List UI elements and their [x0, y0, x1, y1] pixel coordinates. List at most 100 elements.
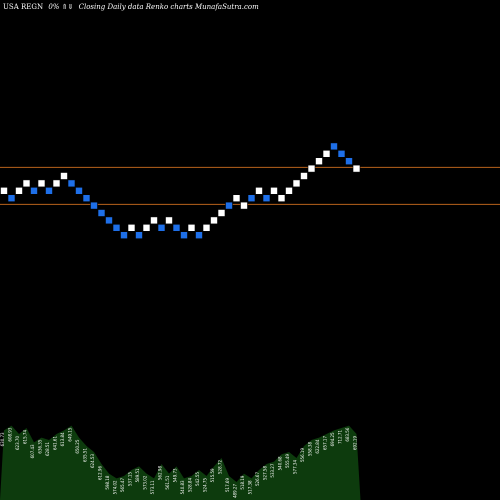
- renko-brick: [7, 194, 16, 202]
- volume-label: 613.84: [60, 432, 65, 446]
- volume-label: 636.35: [38, 439, 43, 453]
- volume-label: 527.58: [263, 466, 268, 480]
- volume-label: 533.27: [270, 463, 275, 477]
- renko-brick: [37, 179, 46, 188]
- renko-brick: [240, 201, 248, 210]
- volume-label: 573.11: [150, 480, 155, 494]
- volume-label: 573.02: [143, 475, 148, 489]
- volume-label: 612.96: [98, 466, 103, 480]
- chart-title: USA REGN 0% ⇑⇓ Closing Daily data Renko …: [3, 3, 259, 11]
- volume-label: 630.73: [0, 432, 5, 446]
- volume-label: 598.18: [105, 475, 110, 489]
- volume-label: 574.02: [113, 480, 118, 494]
- volume-label: 635.51: [83, 448, 88, 462]
- volume-label: 561.51: [165, 475, 170, 489]
- volume-label: 524.75: [203, 478, 208, 492]
- renko-brick: [217, 209, 226, 217]
- renko-brick: [345, 157, 353, 165]
- renko-brick: [202, 224, 211, 232]
- volume-label: 542.55: [195, 472, 200, 486]
- renko-brick: [30, 187, 38, 195]
- volume-label: 517.69: [225, 478, 230, 492]
- renko-brick: [232, 194, 241, 202]
- renko-brick: [157, 224, 166, 232]
- renko-brick: [90, 201, 98, 210]
- renko-brick: [277, 194, 286, 202]
- renko-brick: [292, 179, 301, 188]
- renko-brick: [225, 201, 233, 210]
- renko-brick: [247, 194, 256, 202]
- volume-label: 577.34: [293, 460, 298, 474]
- volume-label: 518.19: [240, 475, 245, 489]
- volume-label: 515.59: [210, 468, 215, 482]
- volume-label: 558.38: [308, 442, 313, 456]
- volume-label: 650.25: [75, 439, 80, 453]
- volume-label: 622.84: [315, 439, 320, 453]
- renko-brick: [172, 224, 181, 232]
- volume-label: 540.68: [278, 456, 283, 470]
- volume-area: [0, 425, 361, 500]
- volume-label: 528.84: [188, 478, 193, 492]
- renko-brick: [0, 187, 8, 195]
- renko-brick: [165, 216, 173, 225]
- volume-label: 649.15: [68, 427, 73, 441]
- renko-brick: [307, 164, 316, 173]
- caption-label: Closing Daily data Renko charts MunafaSu…: [79, 3, 259, 11]
- renko-brick: [315, 157, 323, 165]
- volume-label: 540.83: [180, 480, 185, 494]
- renko-brick: [67, 179, 76, 188]
- renko-brick: [120, 231, 128, 239]
- volume-label: 628.51: [45, 442, 50, 456]
- renko-bricks: [0, 142, 361, 239]
- volume-label: 607.43: [30, 444, 35, 458]
- volume-label: 694.25: [330, 432, 335, 446]
- renko-brick: [285, 187, 293, 195]
- volume-label: 489.27: [233, 484, 238, 498]
- volume-label: 526.67: [255, 472, 260, 486]
- renko-brick: [60, 172, 68, 180]
- renko-brick: [15, 187, 23, 195]
- renko-brick: [352, 164, 361, 173]
- volume-label: 683.56: [345, 427, 350, 441]
- renko-brick: [142, 224, 151, 232]
- renko-brick: [187, 224, 196, 232]
- renko-brick: [150, 216, 158, 225]
- volume-label: 615.74: [23, 430, 28, 444]
- volume-label: 528.72: [218, 460, 223, 474]
- renko-brick: [300, 172, 308, 180]
- renko-brick: [195, 231, 203, 239]
- volume-label: 712.71: [338, 430, 343, 444]
- volume-label: 565.47: [120, 478, 125, 492]
- renko-brick: [75, 187, 83, 195]
- renko-brick: [52, 179, 61, 188]
- renko-brick: [82, 194, 91, 202]
- symbol-label: USA REGN: [3, 3, 43, 11]
- renko-brick: [127, 224, 136, 232]
- renko-brick: [105, 216, 113, 225]
- volume-label: 562.98: [158, 466, 163, 480]
- pct-label: 0%: [48, 3, 59, 11]
- volume-label: 641.61: [53, 436, 58, 450]
- volume-label: 624.53: [90, 454, 95, 468]
- renko-brick: [210, 216, 218, 225]
- volume-label: 537.15: [128, 472, 133, 486]
- renko-brick: [255, 187, 263, 195]
- volume-label: 517.38: [248, 480, 253, 494]
- volume-label: 608.93: [8, 427, 13, 441]
- volume-label: 657.17: [323, 436, 328, 450]
- volume-label: 589.51: [135, 468, 140, 482]
- level-lines: [0, 166, 500, 205]
- renko-brick: [270, 187, 278, 195]
- renko-brick: [322, 150, 331, 158]
- renko-brick: [135, 231, 143, 239]
- renko-brick: [112, 224, 121, 232]
- volume-label: 556.19: [300, 448, 305, 462]
- renko-brick: [262, 194, 271, 202]
- renko-brick: [22, 179, 31, 188]
- renko-brick: [337, 150, 346, 158]
- volume-label: 555.49: [285, 454, 290, 468]
